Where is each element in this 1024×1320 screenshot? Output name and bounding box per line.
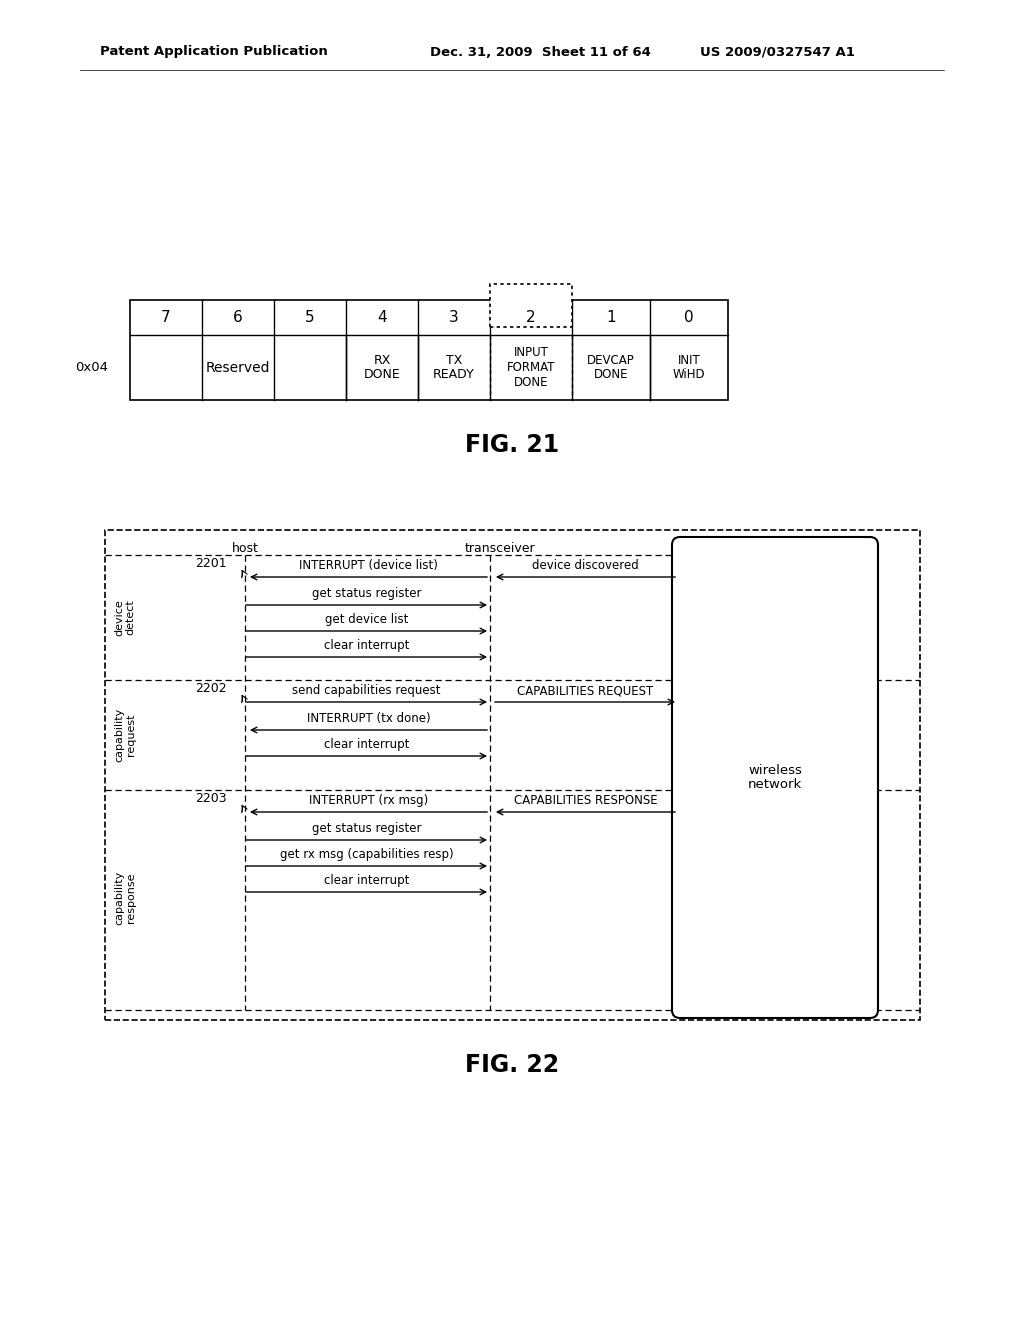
Text: clear interrupt: clear interrupt [324,874,410,887]
Text: transceiver: transceiver [465,541,536,554]
Text: FIG. 21: FIG. 21 [465,433,559,457]
Text: host: host [231,541,258,554]
Text: 5: 5 [305,310,314,325]
Text: TX
READY: TX READY [433,354,475,381]
Text: INTERRUPT (rx msg): INTERRUPT (rx msg) [309,795,428,807]
Text: RX
DONE: RX DONE [364,354,400,381]
Bar [490,284,572,327]
Text: US 2009/0327547 A1: US 2009/0327547 A1 [700,45,855,58]
Text: device
detect: device detect [115,599,136,636]
Text: CAPABILITIES RESPONSE: CAPABILITIES RESPONSE [514,795,657,807]
Text: get status register: get status register [311,822,421,836]
Text: clear interrupt: clear interrupt [324,738,410,751]
Text: capability
response: capability response [115,870,136,924]
Text: INTERRUPT (device list): INTERRUPT (device list) [299,558,438,572]
Text: 2201: 2201 [196,557,227,570]
Text: wireless
network: wireless network [748,763,802,792]
Text: capability
request: capability request [115,708,136,762]
Text: FIG. 22: FIG. 22 [465,1053,559,1077]
Text: DEVCAP
DONE: DEVCAP DONE [587,354,635,381]
Text: 3: 3 [450,310,459,325]
Bar [105,531,920,1020]
Text: get rx msg (capabilities resp): get rx msg (capabilities resp) [280,847,454,861]
Text: Dec. 31, 2009  Sheet 11 of 64: Dec. 31, 2009 Sheet 11 of 64 [430,45,651,58]
Text: INTERRUPT (tx done): INTERRUPT (tx done) [306,711,430,725]
Text: device discovered: device discovered [532,558,639,572]
Text: get device list: get device list [325,612,409,626]
Text: clear interrupt: clear interrupt [324,639,410,652]
Bar [130,300,728,400]
Text: send capabilities request: send capabilities request [292,684,440,697]
Text: 2: 2 [526,310,536,325]
FancyBboxPatch shape [672,537,878,1018]
Text: INIT
WiHD: INIT WiHD [673,354,706,381]
Text: 1: 1 [606,310,615,325]
Text: 0: 0 [684,310,694,325]
Text: 6: 6 [233,310,243,325]
Text: 2202: 2202 [196,682,227,696]
Text: Patent Application Publication: Patent Application Publication [100,45,328,58]
Text: 2203: 2203 [196,792,227,805]
Text: 7: 7 [161,310,171,325]
Text: 4: 4 [377,310,387,325]
Text: INPUT
FORMAT
DONE: INPUT FORMAT DONE [507,346,555,389]
Text: 2: 2 [526,310,536,325]
Text: CAPABILITIES REQUEST: CAPABILITIES REQUEST [517,684,653,697]
Text: get status register: get status register [311,587,421,601]
Text: Reserved: Reserved [206,360,270,375]
Text: 0x04: 0x04 [75,360,108,374]
